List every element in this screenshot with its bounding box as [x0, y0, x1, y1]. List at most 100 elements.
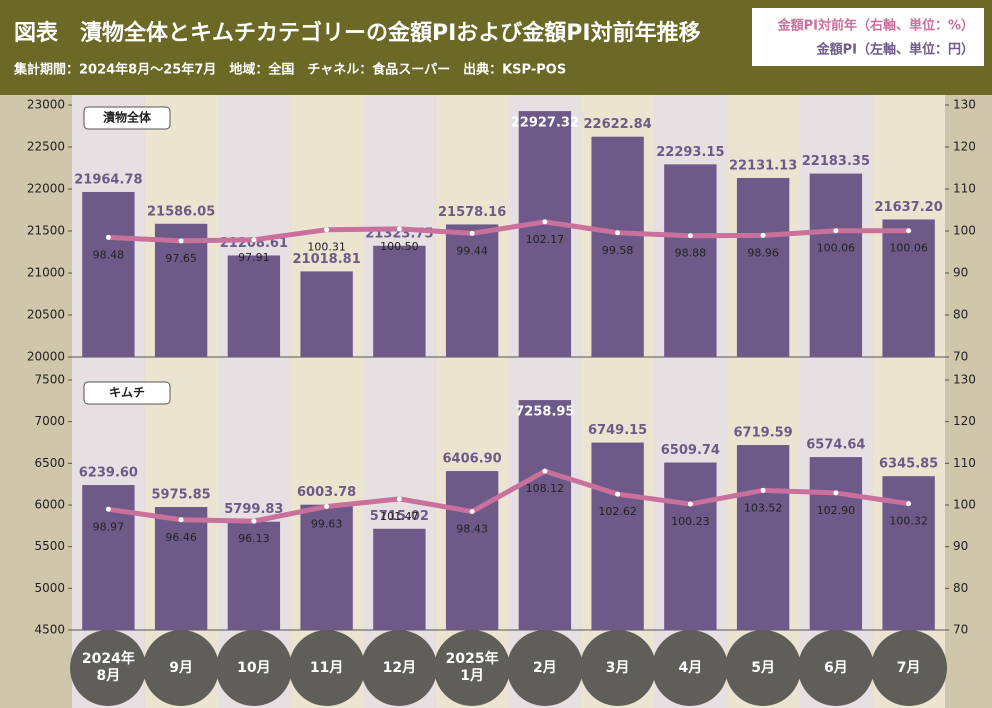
bar	[445, 224, 499, 357]
line-point	[178, 517, 184, 523]
y-tick-label: 5500	[34, 539, 65, 553]
line-value-label: 100.32	[889, 515, 928, 528]
panel-label-box	[83, 106, 171, 130]
line-value-label: 96.46	[165, 531, 197, 544]
bar	[300, 271, 353, 357]
bar	[882, 219, 935, 357]
line-point	[396, 496, 402, 502]
bar	[591, 136, 644, 357]
bar-value-label: 5975.85	[152, 488, 211, 503]
y-tick-label: 22500	[27, 140, 65, 154]
bar	[373, 528, 426, 630]
bar-value-label: 6574.64	[806, 438, 865, 453]
line-value-label: 98.43	[456, 523, 488, 536]
y-tick-label: 7000	[34, 414, 65, 428]
line-value-label: 102.62	[598, 505, 637, 518]
bar-value-label: 6003.78	[297, 485, 356, 500]
category-label: 12月	[361, 630, 438, 706]
line-value-label: 100.06	[889, 242, 928, 255]
y-tick-label: 23000	[27, 98, 65, 112]
y2-tick-label: 90	[953, 539, 968, 553]
line-value-label: 98.96	[747, 246, 779, 259]
bar-value-label: 6509.74	[661, 443, 720, 458]
line-point	[251, 518, 257, 524]
legend-entry: 金額PI（左軸、単位：円）	[816, 42, 974, 58]
bar	[736, 445, 790, 630]
bar-value-label: 6719.59	[734, 426, 793, 441]
y-tick-label: 6000	[34, 498, 65, 512]
y2-tick-label: 130	[953, 98, 976, 112]
bar-value-label: 22131.13	[729, 158, 797, 173]
line-value-label: 101.47	[380, 510, 419, 523]
line-value-label: 97.65	[165, 252, 197, 265]
category-label: 11月	[288, 630, 365, 706]
y2-tick-label: 100	[953, 224, 976, 238]
bar-value-label: 5799.83	[224, 502, 283, 517]
y2-tick-label: 70	[953, 623, 968, 637]
y-tick-label: 20500	[27, 308, 65, 322]
bar	[373, 245, 426, 357]
line-value-label: 98.97	[93, 520, 125, 533]
bar-value-label: 21637.20	[874, 200, 942, 215]
category-label: 3月	[579, 630, 656, 706]
bar	[300, 504, 353, 630]
bar	[227, 521, 281, 630]
bar	[82, 485, 135, 630]
bar-value-label: 22183.35	[802, 154, 870, 169]
line-value-label: 98.48	[93, 248, 125, 261]
y-tick-label: 21000	[27, 266, 65, 280]
line-value-label: 99.58	[602, 244, 634, 257]
bar	[227, 255, 281, 357]
line-point	[687, 233, 693, 239]
y2-tick-label: 80	[953, 308, 968, 322]
y-tick-label: 22000	[27, 182, 65, 196]
line-point	[906, 501, 912, 507]
category-label: 4月	[652, 630, 729, 706]
line-point	[760, 232, 766, 238]
line-point	[178, 238, 184, 244]
bar-value-label: 6749.15	[588, 423, 647, 438]
bar-value-label: 7258.95	[515, 405, 574, 420]
bar	[154, 507, 208, 630]
line-point	[469, 509, 475, 515]
bar-value-label: 22927.32	[511, 116, 579, 131]
line-point	[760, 487, 766, 493]
y2-tick-label: 120	[953, 414, 976, 428]
category-label: 2月	[506, 630, 583, 706]
subtitle: 集計期間：2024年8月～25年7月 地域：全国 チャネル：食品スーパー 出典：…	[13, 62, 566, 78]
line	[108, 468, 909, 524]
line-point	[324, 227, 330, 233]
line-value-label: 99.44	[456, 244, 488, 257]
line-point	[105, 506, 111, 512]
bar	[809, 173, 863, 357]
y-tick-label: 7500	[34, 373, 65, 387]
bar	[664, 164, 717, 357]
y-tick-label: 21500	[27, 224, 65, 238]
category-label: 9月	[143, 630, 220, 706]
bar	[518, 400, 572, 630]
line-value-label: 103.52	[744, 501, 783, 514]
y-tick-label: 20000	[27, 350, 65, 364]
line-value-label: 100.23	[671, 515, 710, 528]
line-point	[396, 226, 402, 232]
panel-label-box	[83, 381, 171, 405]
line-point	[105, 234, 111, 240]
line-point	[687, 501, 693, 507]
line-point	[615, 491, 621, 497]
bar-value-label: 6239.60	[79, 466, 138, 481]
category-label: 7月	[870, 630, 947, 706]
line-point	[542, 219, 548, 225]
line-point	[542, 468, 548, 474]
line-value-label: 96.13	[238, 532, 270, 545]
bar	[591, 442, 644, 630]
category-label: 2024年 8月	[70, 630, 147, 706]
y2-tick-label: 100	[953, 498, 976, 512]
line-point	[833, 228, 839, 234]
bar-value-label: 21018.81	[292, 252, 360, 267]
line-value-label: 102.17	[526, 233, 565, 246]
y2-tick-label: 110	[953, 456, 976, 470]
bar-value-label: 22622.84	[583, 117, 651, 132]
bar	[82, 191, 135, 357]
